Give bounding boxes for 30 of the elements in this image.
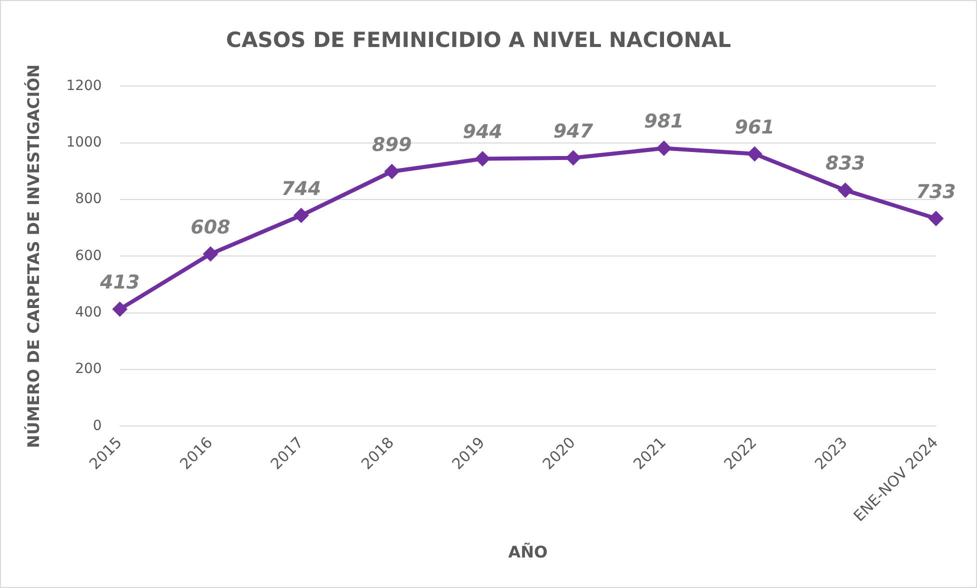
data-label: 744 [281,178,322,200]
point [838,182,853,198]
x-axis-title: AÑO [508,542,548,562]
y-tick-label: 800 [75,191,102,208]
point [384,164,400,179]
y-tick-label: 400 [75,304,102,320]
y-tick-label: 1000 [66,134,102,151]
point [747,146,762,162]
point [294,208,309,223]
data-label: 413 [98,272,140,294]
y-tick-label: 600 [75,248,102,264]
point [656,140,672,156]
data-label: 944 [462,121,502,144]
point [928,211,944,226]
data-label: 947 [553,120,594,142]
point [566,150,581,166]
point [475,151,490,166]
data-label: 833 [825,152,866,175]
y-tick-label: 1200 [66,78,102,94]
data-label: 961 [734,116,774,138]
chart-title: CASOS DE FEMINICIDIO A NIVEL NACIONAL [226,28,731,52]
y-tick-label: 200 [75,361,102,378]
point [203,246,218,262]
point [112,302,128,317]
data-label: 899 [372,134,412,156]
data-label: 733 [916,180,956,203]
y-axis-title: NÚMERO DE CARPETAS DE INVESTIGACIÓN [24,64,43,448]
data-label: 608 [190,216,230,238]
data-label: 981 [644,110,684,133]
y-tick-label: 0 [92,418,102,434]
